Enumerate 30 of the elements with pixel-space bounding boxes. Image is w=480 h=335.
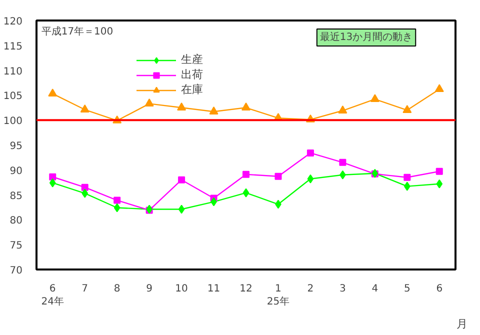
- y-tick-label: 70: [10, 266, 23, 276]
- x-tick-label: 3: [340, 284, 346, 294]
- y-tick-label: 120: [3, 16, 23, 28]
- x-tick-label: 12: [240, 284, 252, 294]
- x-tick-label: 5: [404, 284, 410, 294]
- x-axis-title: 月: [456, 318, 468, 330]
- y-tick-label: 115: [3, 41, 23, 52]
- legend-label: 在庫: [181, 82, 203, 97]
- x-tick-label: 7: [82, 284, 88, 294]
- annotation: 最近13か月間の動き: [320, 30, 413, 43]
- y-tick-label: 85: [10, 190, 23, 202]
- y-tick-label: 80: [10, 216, 23, 227]
- y-tick-label: 90: [10, 166, 23, 177]
- x-tick-label: 11: [207, 284, 220, 294]
- y-tick-label: 100: [3, 116, 23, 128]
- legend-label: 出荷: [181, 67, 203, 82]
- x-tick-label: 6: [436, 284, 443, 294]
- y-tick-label: 75: [10, 240, 23, 252]
- legend-label: 生産: [181, 52, 203, 67]
- x-tick-label: 4: [372, 284, 378, 294]
- y-tick-label: 110: [3, 66, 23, 78]
- annotation: 平成17年＝100: [41, 25, 114, 38]
- x-tick-label: 10: [175, 284, 188, 294]
- x-tick-label: 1 25年: [266, 284, 290, 308]
- y-tick-label: 105: [3, 91, 23, 102]
- x-tick-label: 9: [146, 284, 152, 294]
- x-tick-label: 8: [114, 284, 120, 294]
- x-tick-label: 2: [307, 284, 314, 294]
- y-tick-label: 95: [10, 141, 23, 152]
- x-tick-label: 6 24年: [41, 284, 64, 308]
